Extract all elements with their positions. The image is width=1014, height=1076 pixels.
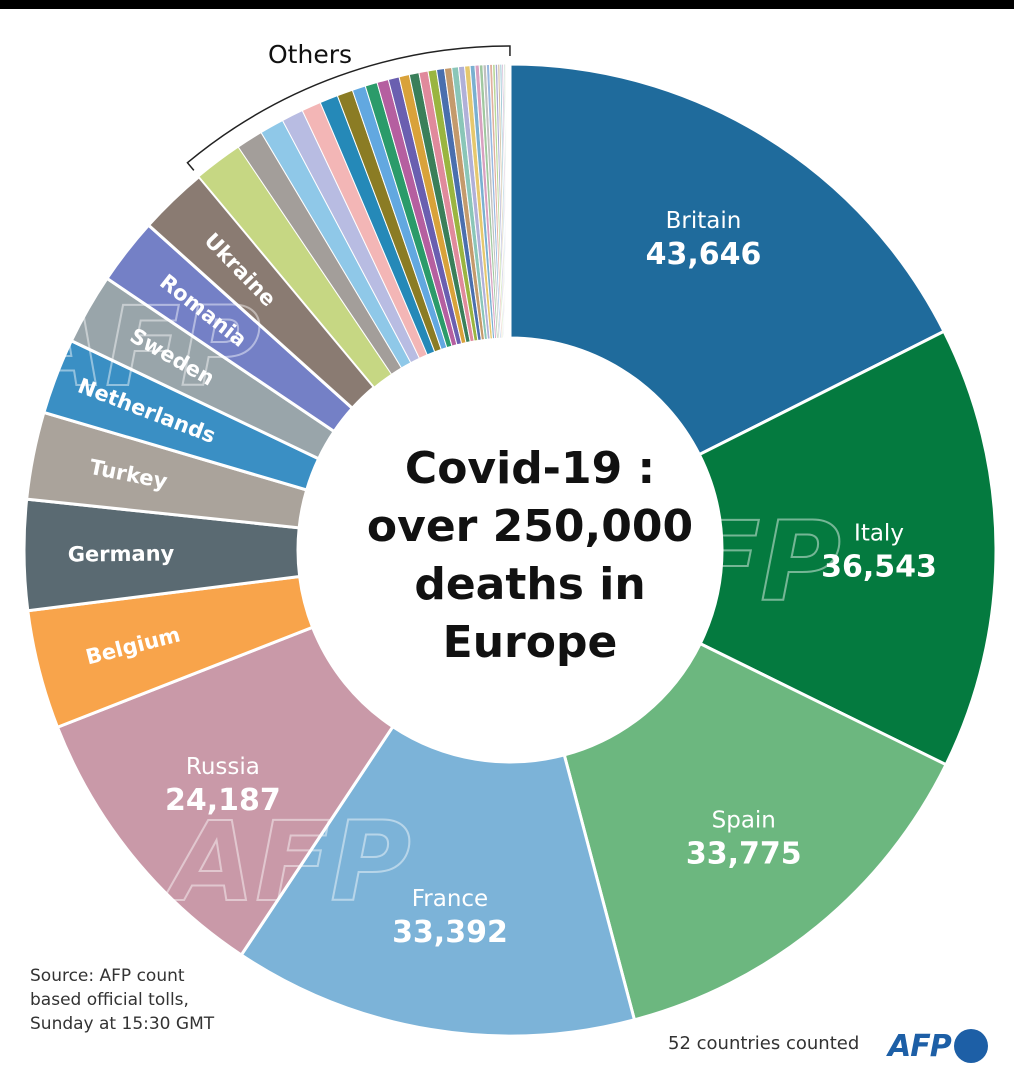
chart-title: Covid-19 : over 250,000 deaths in Europe bbox=[330, 440, 730, 672]
slice-value-france: 33,392 bbox=[392, 915, 508, 950]
slice-value-italy: 36,543 bbox=[821, 549, 937, 584]
source-note: Source: AFP count based official tolls, … bbox=[30, 964, 214, 1036]
slice-label-germany: Germany bbox=[68, 541, 175, 566]
slice-britain bbox=[508, 62, 947, 457]
afp-logo-dot-icon bbox=[953, 1029, 988, 1063]
afp-logo-text: AFP bbox=[888, 1028, 952, 1064]
afp-watermark: AFP bbox=[162, 798, 411, 926]
slice-label-britain: Britain bbox=[666, 208, 742, 234]
others-label: Others bbox=[268, 40, 353, 69]
title-line: Covid-19 : bbox=[404, 443, 656, 494]
title-line: deaths in bbox=[414, 559, 646, 610]
afp-watermark: AFP bbox=[12, 283, 261, 411]
slice-label-france: France bbox=[412, 886, 488, 912]
slice-spain bbox=[562, 641, 949, 1022]
afp-watermark: AFP bbox=[592, 498, 841, 626]
slice-value-britain: 43,646 bbox=[646, 237, 762, 272]
slice-label-spain: Spain bbox=[712, 808, 776, 834]
top-bar bbox=[0, 0, 1014, 9]
slice-france bbox=[239, 724, 637, 1038]
slice-label-italy: Italy bbox=[854, 520, 904, 546]
afp-logo: AFP bbox=[888, 1026, 988, 1066]
slices-group bbox=[22, 62, 998, 1038]
title-line: over 250,000 bbox=[366, 501, 694, 552]
slice-italy bbox=[697, 329, 998, 767]
slice-value-spain: 33,775 bbox=[686, 837, 802, 872]
others-bracket bbox=[186, 45, 511, 171]
title-line: Europe bbox=[442, 617, 618, 668]
source-line: Source: AFP count bbox=[30, 966, 185, 986]
watermarks-group: AFP AFP AFP bbox=[11, 282, 842, 927]
slice-russia bbox=[55, 625, 395, 958]
slice-label-russia: Russia bbox=[186, 754, 260, 780]
source-line: based official tolls, bbox=[30, 990, 189, 1010]
source-line: Sunday at 15:30 GMT bbox=[30, 1014, 215, 1034]
slice-value-russia: 24,187 bbox=[165, 783, 281, 818]
countries-counted: 52 countries counted bbox=[668, 1033, 860, 1054]
